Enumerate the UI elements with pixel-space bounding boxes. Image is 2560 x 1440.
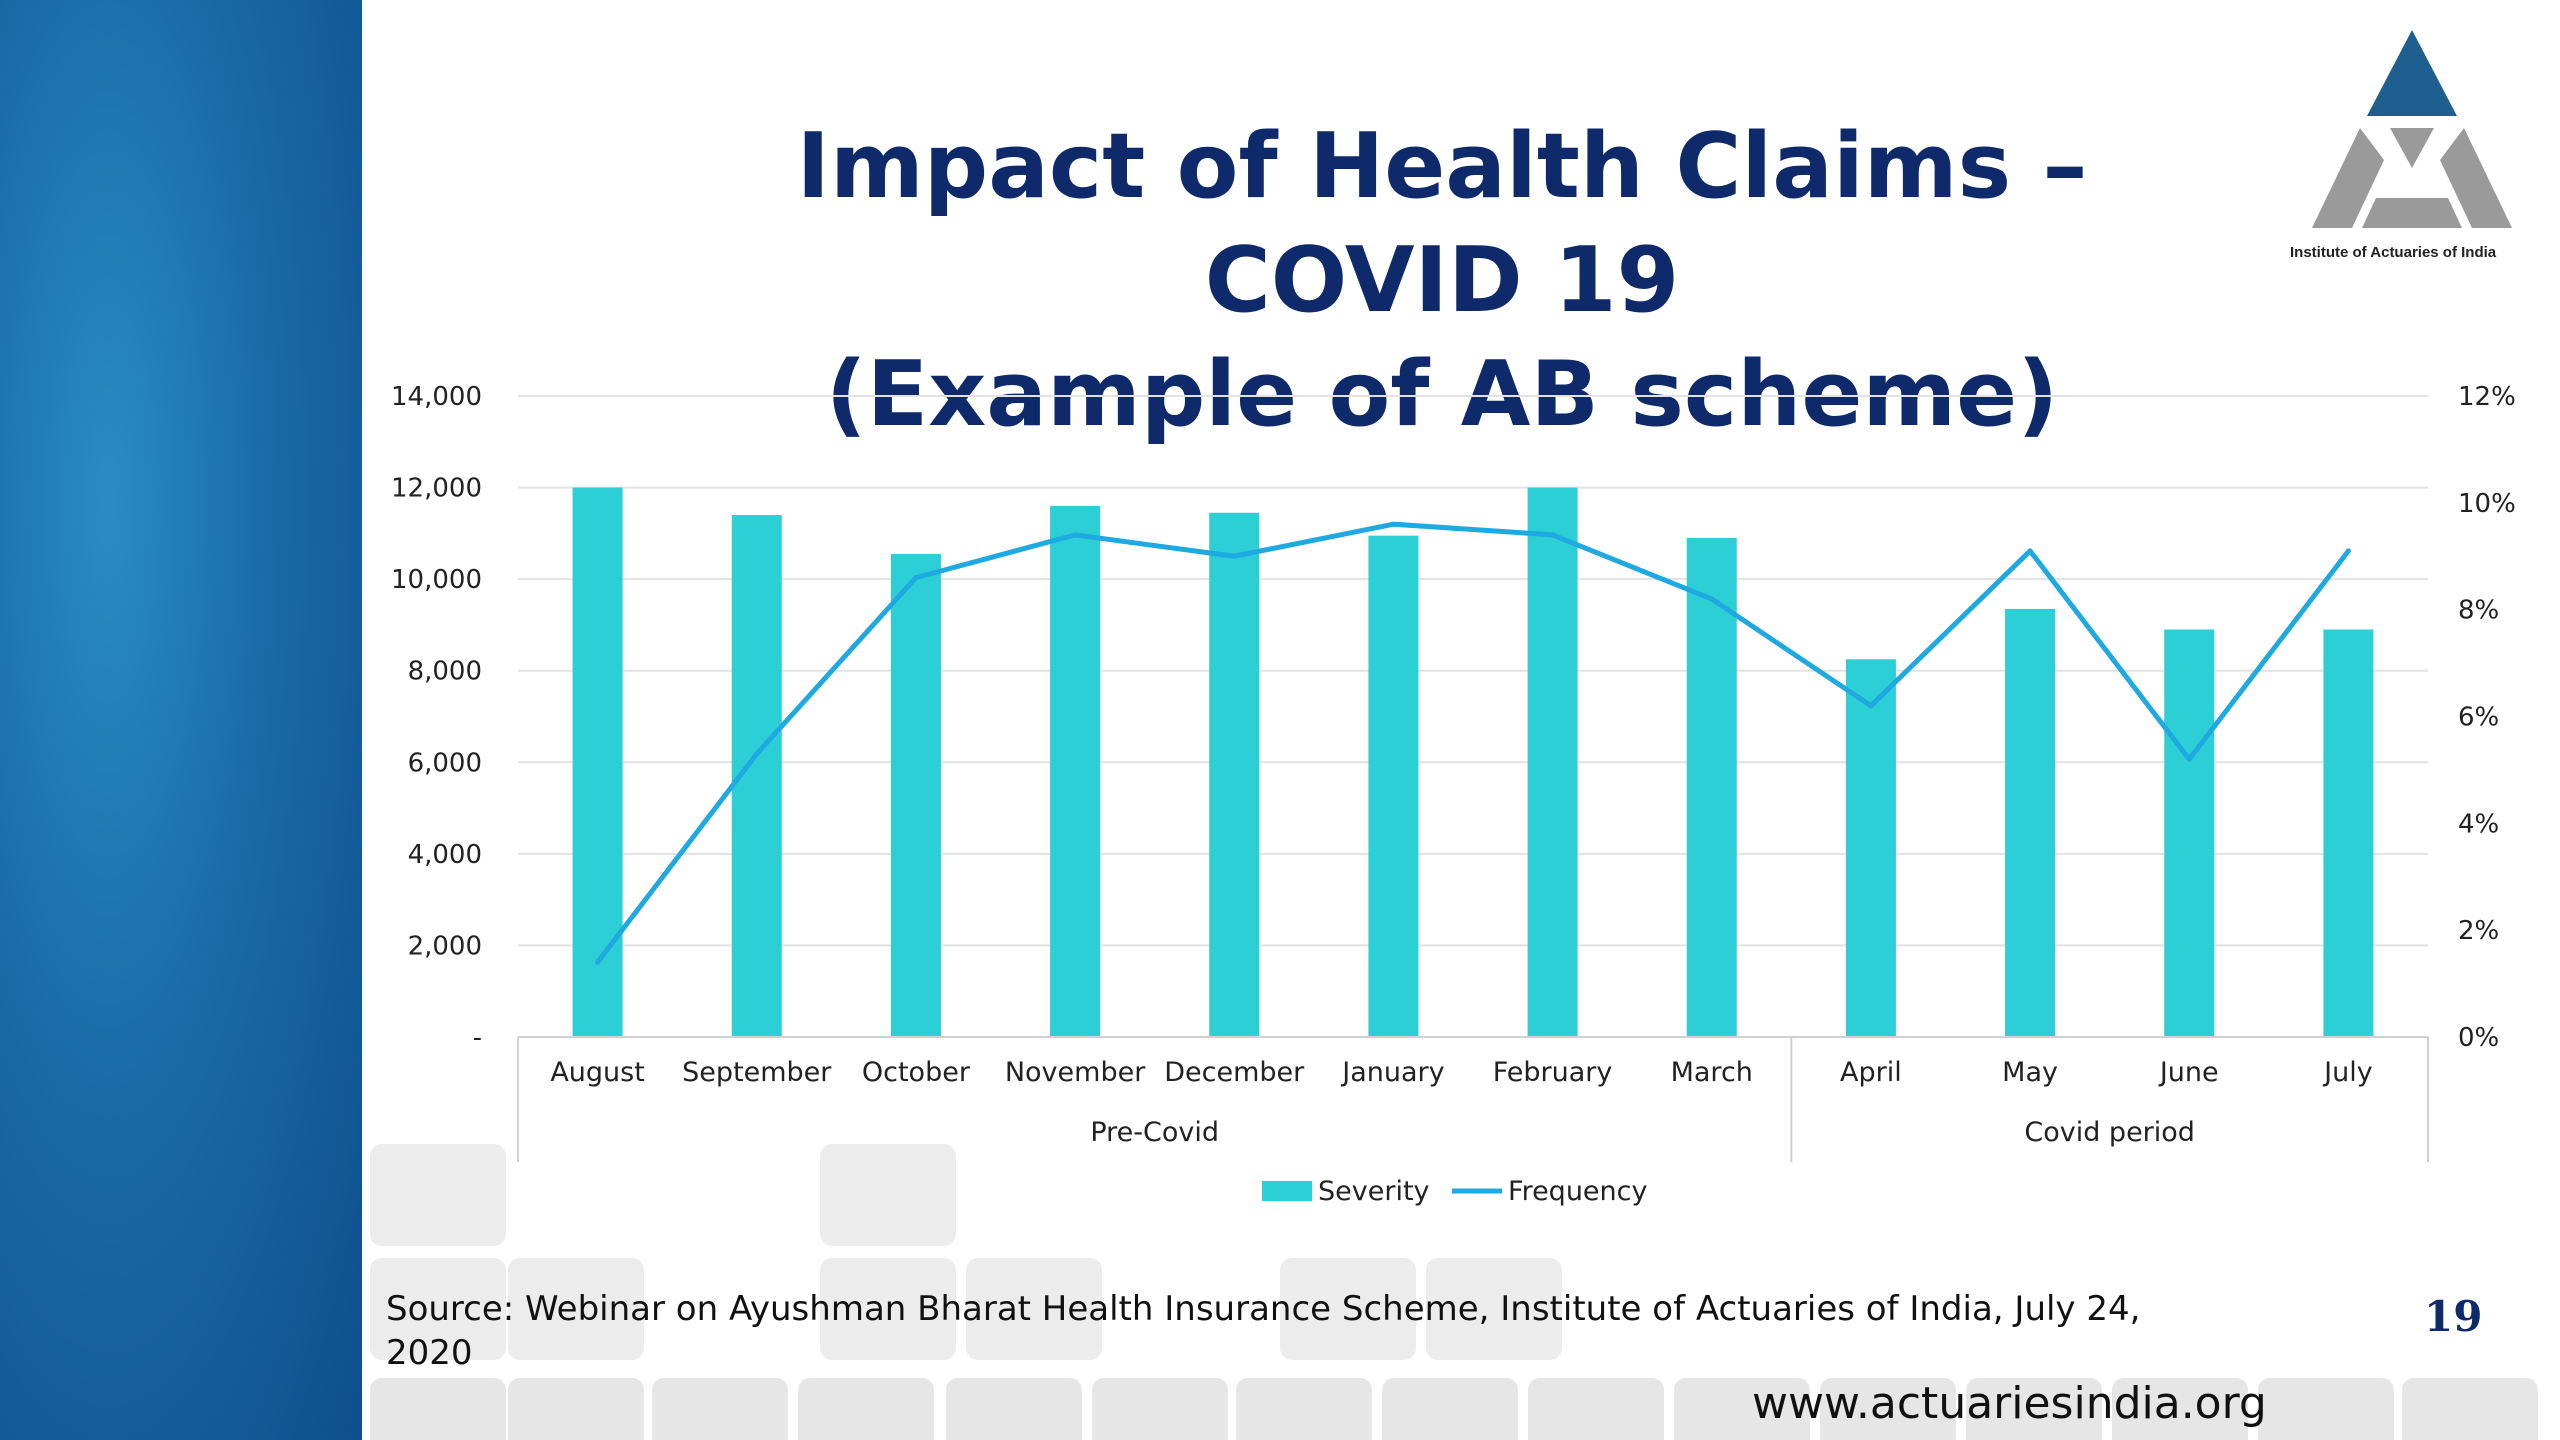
logo-top-triangle — [2367, 30, 2457, 116]
frequency-point — [1390, 521, 1396, 527]
source-note: Source: Webinar on Ayushman Bharat Healt… — [386, 1289, 2141, 1373]
legend-severity-label: Severity — [1318, 1176, 1430, 1207]
severity-bar — [2005, 608, 2056, 1037]
x-tick-label: May — [2002, 1057, 2058, 1088]
severity-bar — [1527, 487, 1578, 1037]
frequency-point — [1231, 553, 1237, 559]
website-url: www.actuariesindia.org — [1752, 1378, 2267, 1429]
logo-center-shape — [2390, 128, 2434, 168]
frequency-point — [1550, 532, 1556, 538]
x-tick-label: April — [1840, 1057, 1902, 1088]
y-right-tick-label: 12% — [2458, 382, 2516, 412]
background-tile — [2402, 1378, 2538, 1440]
y-left-tick-label: 10,000 — [391, 565, 482, 595]
slide-title: Impact of Health Claims – COVID 19 (Exam… — [692, 110, 2192, 452]
background-tile — [1674, 1378, 1810, 1440]
y-left-tick-label: - — [473, 1023, 482, 1053]
page-number: 19 — [2424, 1292, 2483, 1341]
frequency-point — [2186, 756, 2192, 762]
background-tile — [1528, 1378, 1664, 1440]
severity-bar — [1368, 535, 1419, 1037]
x-tick-label: July — [2322, 1057, 2373, 1088]
y-left-tick-label: 8,000 — [408, 657, 482, 687]
legend-severity-swatch — [1262, 1181, 1312, 1201]
y-left-tick-label: 6,000 — [408, 748, 482, 778]
logo-left-shape — [2312, 128, 2384, 228]
background-tile — [946, 1378, 1082, 1440]
frequency-point — [1072, 532, 1078, 538]
group-label: Covid period — [2024, 1117, 2195, 1148]
group-label: Pre-Covid — [1090, 1117, 1219, 1148]
background-tile — [1092, 1378, 1228, 1440]
background-tile — [1280, 1258, 1416, 1360]
background-tile — [1382, 1378, 1518, 1440]
frequency-point — [2345, 548, 2351, 554]
severity-bar — [2323, 629, 2374, 1037]
x-tick-label: November — [1005, 1057, 1146, 1088]
y-right-tick-label: 0% — [2458, 1023, 2499, 1053]
title-line-1: Impact of Health Claims – COVID 19 — [796, 114, 2088, 333]
background-tile — [370, 1258, 506, 1360]
logo-bottom-shape — [2362, 198, 2462, 228]
frequency-point — [595, 959, 601, 965]
x-tick-label: December — [1164, 1057, 1305, 1088]
background-tile — [370, 1378, 506, 1440]
y-right-tick-label: 4% — [2458, 809, 2499, 839]
x-tick-label: January — [1340, 1057, 1444, 1088]
x-tick-label: August — [550, 1057, 645, 1088]
y-right-tick-label: 8% — [2458, 596, 2499, 626]
background-tile — [2112, 1378, 2248, 1440]
logo-caption: Institute of Actuaries of India — [2290, 244, 2497, 261]
legend-frequency-label: Frequency — [1508, 1176, 1648, 1207]
chart: - 2,000 4,000 6,000 8,000 10,000 12,000 14,000 0… — [391, 382, 2516, 1207]
y-right-tick-label: 6% — [2458, 703, 2499, 733]
background-tile — [1966, 1378, 2102, 1440]
y-left-tick-label: 2,000 — [408, 931, 482, 961]
y-left-tick-label: 14,000 — [391, 382, 482, 412]
severity-bar — [1686, 537, 1737, 1037]
background-tile — [2258, 1378, 2394, 1440]
frequency-point — [1868, 703, 1874, 709]
x-tick-label: October — [862, 1057, 971, 1088]
background-tile — [508, 1258, 644, 1360]
x-tick-label: March — [1671, 1057, 1753, 1088]
background-tile — [508, 1378, 644, 1440]
background-tile — [1820, 1378, 1956, 1440]
background-tile — [820, 1144, 956, 1246]
x-tick-label: June — [2158, 1057, 2219, 1088]
background-tile — [652, 1378, 788, 1440]
severity-bar — [572, 487, 623, 1037]
logo-right-shape — [2440, 128, 2512, 228]
frequency-line — [595, 521, 2351, 964]
background-tile — [820, 1258, 956, 1360]
y-right-tick-label: 10% — [2458, 489, 2516, 519]
frequency-point — [754, 751, 760, 757]
x-tick-label: February — [1493, 1057, 1613, 1088]
title-line-2: (Example of AB scheme) — [825, 342, 2059, 447]
background-tile — [370, 1144, 506, 1246]
frequency-point — [913, 575, 919, 581]
severity-bar — [1209, 512, 1260, 1037]
slide: Impact of Health Claims – COVID 19 (Exam… — [362, 0, 2560, 1440]
frequency-point — [2027, 548, 2033, 554]
background-tile — [966, 1258, 1102, 1360]
background-tile — [798, 1378, 934, 1440]
y-left-tick-label: 12,000 — [391, 474, 482, 504]
frequency-point — [1709, 596, 1715, 602]
institute-logo-icon — [2312, 30, 2512, 228]
background-tile — [1236, 1378, 1372, 1440]
severity-bar — [1845, 659, 1896, 1037]
background-tile — [1426, 1258, 1562, 1360]
severity-bar — [890, 553, 941, 1037]
background-tiles — [370, 1144, 2538, 1440]
y-left-tick-label: 4,000 — [408, 840, 482, 870]
severity-bar — [2164, 629, 2215, 1037]
severity-bar — [1050, 505, 1101, 1037]
x-tick-label: September — [682, 1057, 832, 1088]
y-right-tick-label: 2% — [2458, 916, 2499, 946]
left-blue-band — [0, 0, 362, 1440]
